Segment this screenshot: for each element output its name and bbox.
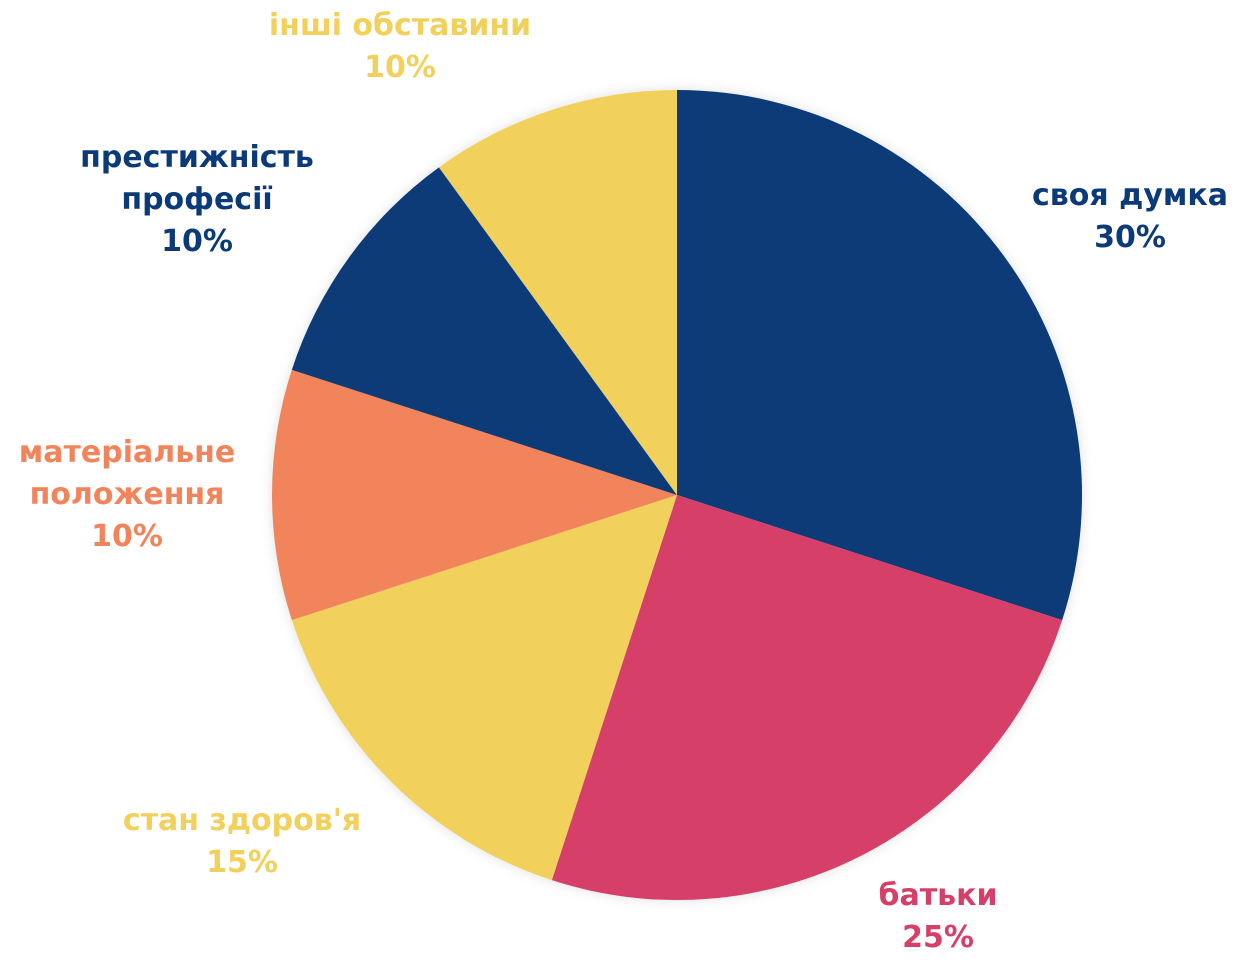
- slice-label-group-1: батьки 25%: [879, 878, 998, 955]
- slice-label-0-line-0: своя думка: [1032, 178, 1228, 213]
- slice-label-2-line-0: стан здоров'я: [123, 803, 361, 838]
- slice-label-group-0: своя думка 30%: [1032, 178, 1228, 255]
- slice-label-4-line-0: престижність: [80, 140, 314, 175]
- slice-value-label-4: 10%: [161, 224, 233, 259]
- slice-label-group-4: престижність професії 10%: [80, 140, 314, 259]
- pie-slices: [272, 90, 1082, 900]
- pie-slice-3: [272, 369, 677, 621]
- slice-value-label-1: 25%: [902, 920, 974, 955]
- pie-slice-2: [291, 495, 677, 881]
- slice-label-4-line-1: професії: [121, 182, 272, 217]
- slice-label-group-2: стан здоров'я 15%: [123, 803, 361, 880]
- pie-slice-4: [291, 167, 677, 495]
- pie-labels: своя думка 30% батьки 25% стан здоров'я 15% ма…: [19, 8, 1228, 955]
- slice-value-label-2: 15%: [206, 845, 278, 880]
- pie-slice-5: [438, 90, 677, 495]
- pie-slice-0: [677, 90, 1082, 621]
- slice-label-group-5: інші обставини 10%: [269, 8, 531, 85]
- slice-label-1-line-0: батьки: [879, 878, 998, 913]
- slice-value-label-3: 10%: [91, 519, 163, 554]
- slice-label-group-3: матеріальне положення 10%: [19, 435, 236, 554]
- slice-value-label-0: 30%: [1094, 220, 1166, 255]
- pie-slice-1: [551, 495, 1063, 900]
- slice-label-3-line-1: положення: [30, 477, 225, 512]
- slice-label-3-line-0: матеріальне: [19, 435, 236, 470]
- slice-label-5-line-0: інші обставини: [269, 8, 531, 43]
- slice-value-label-5: 10%: [364, 50, 436, 85]
